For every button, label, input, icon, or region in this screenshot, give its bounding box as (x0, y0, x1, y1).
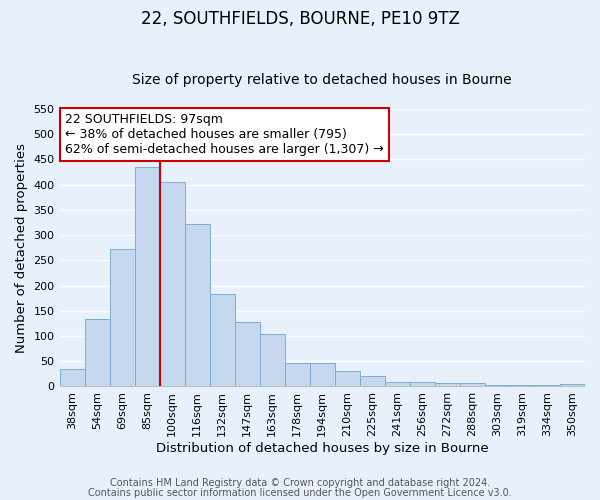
Text: 22, SOUTHFIELDS, BOURNE, PE10 9TZ: 22, SOUTHFIELDS, BOURNE, PE10 9TZ (140, 10, 460, 28)
Bar (209, 294, 235, 386)
X-axis label: Distribution of detached houses by size in Bourne: Distribution of detached houses by size … (156, 442, 488, 455)
Bar (85, 320, 110, 386)
Bar (110, 249, 134, 386)
Bar (560, 384, 585, 386)
Bar (460, 383, 485, 386)
Bar (260, 334, 285, 386)
Bar (185, 224, 209, 386)
Bar (360, 376, 385, 386)
Bar (410, 382, 435, 386)
Text: 22 SOUTHFIELDS: 97sqm
← 38% of detached houses are smaller (795)
62% of semi-det: 22 SOUTHFIELDS: 97sqm ← 38% of detached … (65, 113, 383, 156)
Bar (385, 382, 410, 386)
Bar (160, 182, 185, 386)
Bar (235, 322, 260, 386)
Bar (485, 385, 510, 386)
Bar (435, 383, 460, 386)
Y-axis label: Number of detached properties: Number of detached properties (15, 142, 28, 352)
Title: Size of property relative to detached houses in Bourne: Size of property relative to detached ho… (133, 73, 512, 87)
Bar (535, 385, 560, 386)
Bar (335, 372, 360, 386)
Bar (59, 369, 85, 386)
Bar (285, 364, 310, 386)
Text: Contains public sector information licensed under the Open Government Licence v3: Contains public sector information licen… (88, 488, 512, 498)
Bar (510, 385, 535, 386)
Bar (134, 167, 160, 386)
Text: Contains HM Land Registry data © Crown copyright and database right 2024.: Contains HM Land Registry data © Crown c… (110, 478, 490, 488)
Bar (310, 364, 335, 386)
